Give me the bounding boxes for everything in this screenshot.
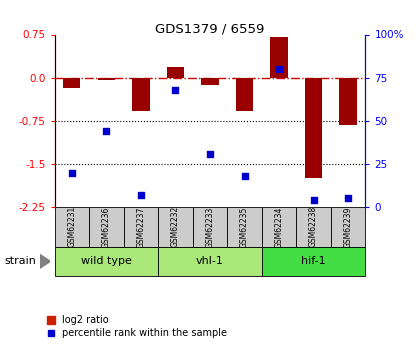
Bar (193, 207, 227, 247)
Text: strain: strain (4, 256, 36, 266)
Point (345, 196, 352, 201)
Point (172, 87, 179, 92)
Text: GSM62231: GSM62231 (67, 206, 76, 247)
Point (138, 192, 144, 198)
Point (103, 128, 110, 134)
Point (310, 197, 317, 203)
Bar (123, 207, 158, 247)
Point (68, 170, 75, 175)
Text: GSM62232: GSM62232 (171, 206, 180, 247)
Text: GSM62236: GSM62236 (102, 206, 111, 247)
Text: GSM62233: GSM62233 (205, 206, 215, 247)
Bar (89, 207, 123, 247)
Bar (297, 207, 331, 247)
Text: vhl-1: vhl-1 (196, 256, 224, 266)
Text: hif-1: hif-1 (301, 256, 326, 266)
Bar (98, 78, 115, 80)
Point (241, 173, 248, 179)
Text: GSM62237: GSM62237 (136, 206, 145, 247)
Text: GDS1379 / 6559: GDS1379 / 6559 (155, 22, 265, 36)
Bar (158, 207, 193, 247)
Point (207, 151, 213, 156)
Bar (227, 207, 262, 247)
Bar (305, 78, 322, 178)
Polygon shape (40, 254, 50, 268)
Text: GSM62239: GSM62239 (344, 206, 353, 247)
Bar (132, 78, 150, 111)
Bar (236, 78, 253, 111)
Bar (331, 207, 365, 247)
Bar (63, 78, 81, 88)
Point (276, 66, 282, 72)
Bar (55, 207, 89, 247)
Text: GSM62238: GSM62238 (309, 206, 318, 247)
Bar (167, 67, 184, 78)
Bar (201, 78, 219, 85)
Bar (158, 247, 262, 276)
Bar (270, 37, 288, 78)
Text: wild type: wild type (81, 256, 132, 266)
Bar (262, 207, 297, 247)
Legend: log2 ratio, percentile rank within the sample: log2 ratio, percentile rank within the s… (47, 315, 227, 338)
Bar (339, 78, 357, 125)
Bar (55, 247, 158, 276)
Text: GSM62235: GSM62235 (240, 206, 249, 247)
Bar (262, 247, 365, 276)
Text: GSM62234: GSM62234 (275, 206, 284, 247)
